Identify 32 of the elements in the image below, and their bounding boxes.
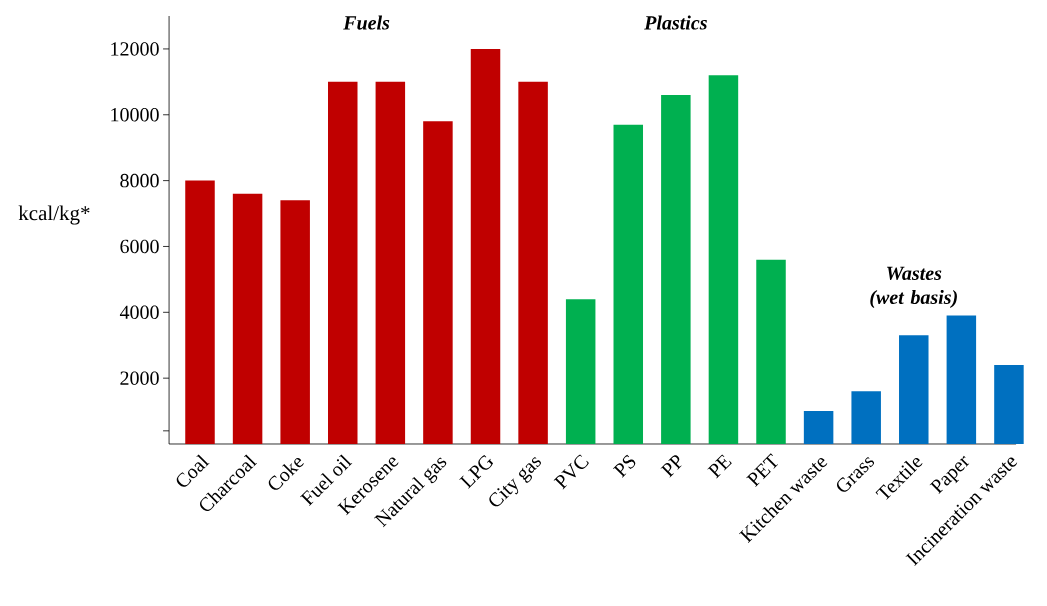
bar [375,81,406,444]
series-label: Wastes (wet basis) [870,266,957,309]
text: Fuels [343,15,390,30]
bar [423,121,453,444]
x-tick-label: PET [746,453,779,488]
bar [565,299,596,444]
y-tick-label: 2000 [120,371,159,385]
x-tick-label: PP [660,455,682,478]
bar [661,95,691,444]
x-tick-label: PS [613,454,636,478]
bar [994,364,1024,444]
bar [803,411,834,444]
y-tick-label: 4000 [119,305,159,320]
bar [185,180,215,444]
bar [708,75,739,444]
y-tick-label: 12000 [111,42,159,56]
bar [328,81,358,444]
y-tick-label: 6000 [120,239,159,254]
bar [851,391,881,444]
y-axis-title: kcal/kg* [18,205,90,225]
bar [518,81,548,444]
y-tick-label: 8000 [120,173,159,188]
bar [756,259,786,444]
bar [899,335,929,444]
y-tick-label: 10000 [111,108,159,122]
x-tick-label: PE [707,454,732,479]
bar [280,200,310,444]
bar [613,124,644,444]
bar [470,48,501,444]
bar [232,193,263,444]
bar [946,315,977,444]
text: Plastics [644,15,707,30]
